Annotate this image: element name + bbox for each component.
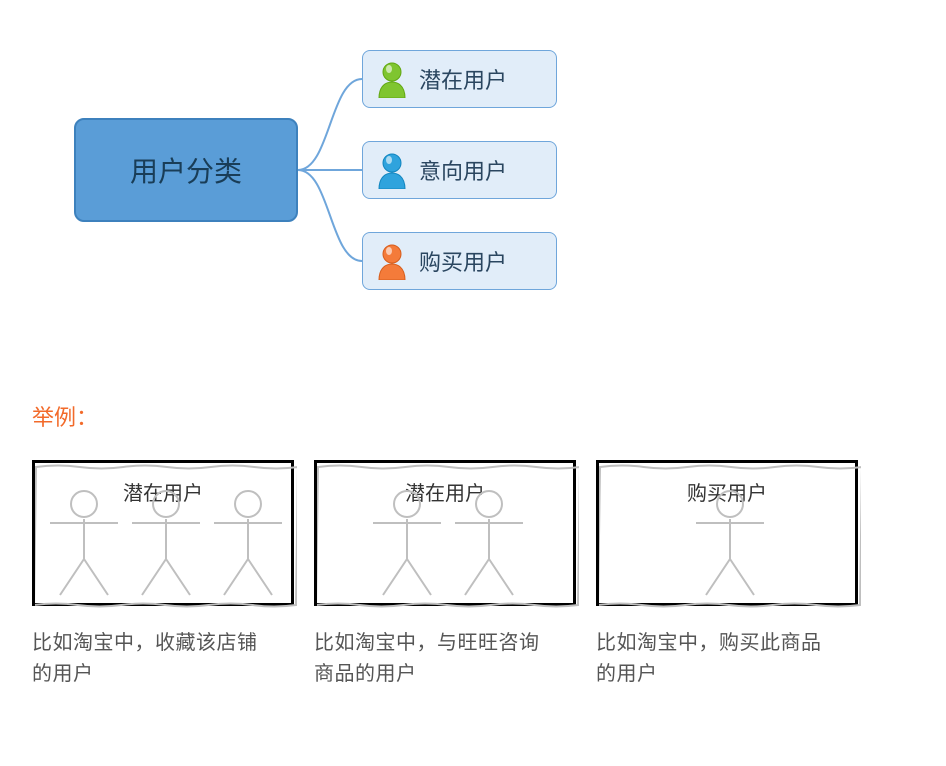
stick-figure-icon (50, 491, 118, 595)
mindmap-child-buyer: 购买用户 (362, 232, 557, 290)
card-frame: 购买用户 (596, 460, 858, 606)
card-potential-1: 潜在用户比如淘宝中，收藏该店铺的用户 (32, 460, 294, 606)
stick-figure-icon (455, 491, 523, 595)
mindmap-child-label: 购买用户 (419, 245, 507, 277)
stick-figure-icon (132, 491, 200, 595)
mindmap-root-label: 用户分类 (130, 150, 242, 190)
card-caption: 比如淘宝中，购买此商品的用户 (596, 628, 838, 690)
mindmap-root-node: 用户分类 (74, 118, 298, 222)
diagram-canvas: 用户分类 潜在用户意向用户购买用户 举例： 潜在用户比如淘宝中，收藏该店铺的用户… (0, 0, 946, 766)
person-icon (375, 60, 409, 98)
card-frame: 潜在用户 (314, 460, 576, 606)
stick-figures (599, 463, 861, 609)
card-frame: 潜在用户 (32, 460, 294, 606)
card-buyer: 购买用户比如淘宝中，购买此商品的用户 (596, 460, 858, 606)
mindmap-child-label: 潜在用户 (419, 63, 507, 95)
stick-figures (317, 463, 579, 609)
person-icon (375, 151, 409, 189)
card-potential-2: 潜在用户比如淘宝中，与旺旺咨询商品的用户 (314, 460, 576, 606)
card-caption: 比如淘宝中，与旺旺咨询商品的用户 (314, 628, 556, 690)
mindmap-child-potential: 潜在用户 (362, 50, 557, 108)
mindmap-child-label: 意向用户 (419, 154, 507, 186)
stick-figure-icon (696, 491, 764, 595)
stick-figure-icon (214, 491, 282, 595)
stick-figures (35, 463, 297, 609)
mindmap-child-intent: 意向用户 (362, 141, 557, 199)
person-icon (375, 242, 409, 280)
example-heading: 举例： (32, 400, 98, 432)
stick-figure-icon (373, 491, 441, 595)
card-caption: 比如淘宝中，收藏该店铺的用户 (32, 628, 274, 690)
